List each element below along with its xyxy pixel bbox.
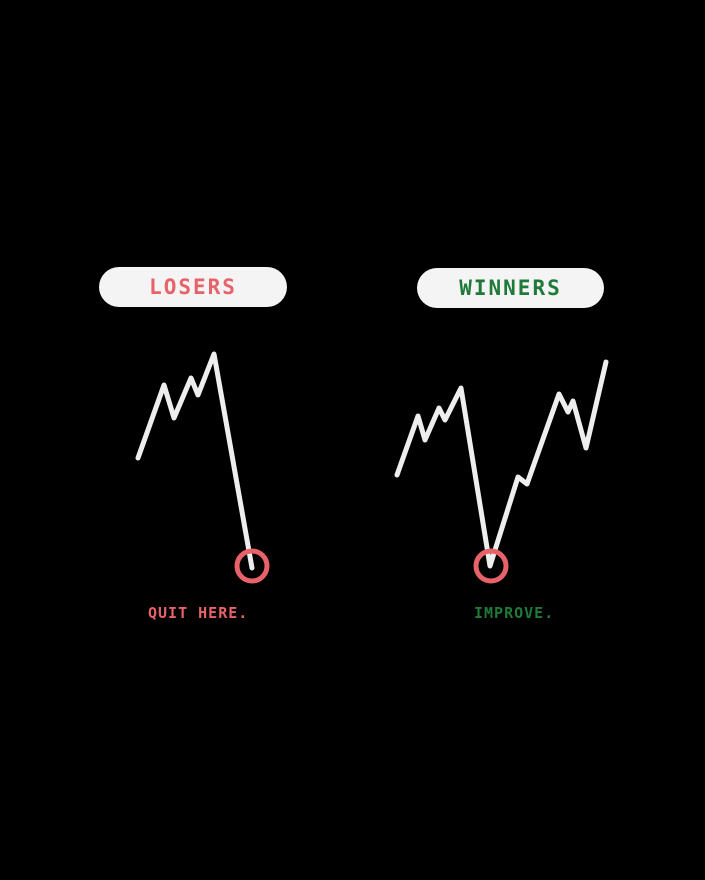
winners-trend-line xyxy=(394,359,609,569)
losers-title: LOSERS xyxy=(149,275,237,299)
winners-title-pill: WINNERS xyxy=(417,268,604,308)
losers-caption: QUIT HERE. xyxy=(148,604,249,622)
losers-title-pill: LOSERS xyxy=(99,267,287,307)
winners-title: WINNERS xyxy=(459,276,562,300)
winners-improve-marker xyxy=(473,548,509,584)
losers-trend-line xyxy=(135,351,255,571)
winners-caption: IMPROVE. xyxy=(474,604,555,622)
losers-quit-marker xyxy=(234,548,270,584)
